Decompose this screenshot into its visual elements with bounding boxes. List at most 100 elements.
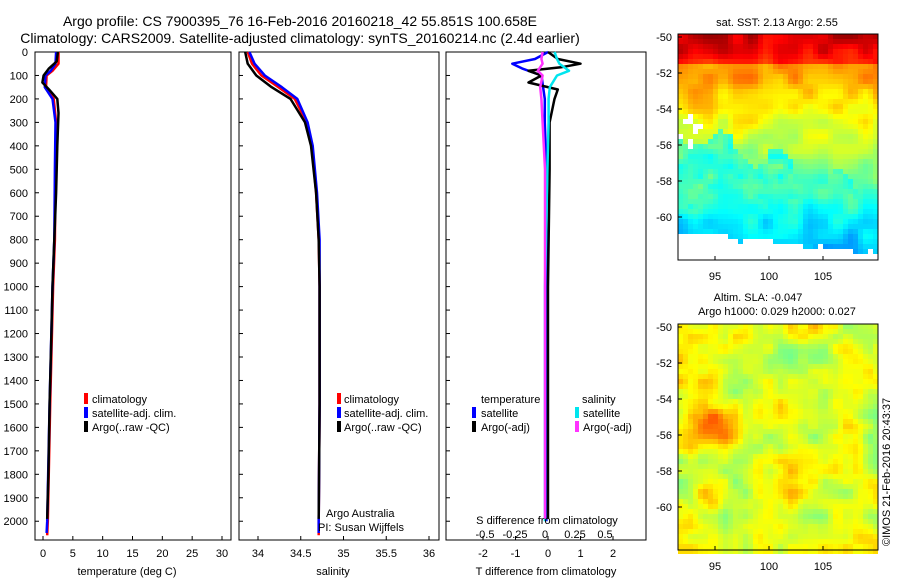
sst-cell — [823, 134, 828, 139]
sla-cell — [868, 469, 873, 474]
sla-cell — [828, 444, 833, 449]
sst-cell — [753, 64, 758, 69]
sla-cell — [743, 344, 748, 349]
sst-cell — [763, 129, 768, 134]
sst-cell — [863, 134, 868, 139]
sst-cell — [693, 54, 698, 59]
sla-cell — [813, 414, 818, 419]
sla-cell — [698, 534, 703, 539]
sla-cell — [683, 544, 688, 549]
sla-cell — [803, 419, 808, 424]
sst-cell — [708, 179, 713, 184]
sla-cell — [703, 459, 708, 464]
difference-series — [511, 50, 582, 522]
sst-cell — [838, 159, 843, 164]
sst-cell — [698, 99, 703, 104]
sla-cell — [753, 369, 758, 374]
sla-cell — [843, 339, 848, 344]
sst-cell — [833, 149, 838, 154]
sla-cell — [763, 544, 768, 549]
sla-cell — [833, 404, 838, 409]
sla-cell — [823, 424, 828, 429]
sst-cell — [748, 224, 753, 229]
sst-cell — [713, 69, 718, 74]
sst-cell — [798, 159, 803, 164]
sst-cell — [793, 169, 798, 174]
sla-cell — [733, 354, 738, 359]
legend-sal-argo: Argo(-adj) — [583, 422, 632, 434]
sla-cell — [693, 409, 698, 414]
sst-cell — [788, 84, 793, 89]
sst-cell — [698, 39, 703, 44]
sla-cell — [723, 479, 728, 484]
sla-cell — [718, 539, 723, 544]
sst-cell — [863, 99, 868, 104]
sla-cell — [713, 339, 718, 344]
x-tick-label: 0 — [545, 548, 551, 560]
sst-cell — [843, 159, 848, 164]
sst-cell — [833, 209, 838, 214]
sst-cell — [763, 189, 768, 194]
sst-cell — [798, 49, 803, 54]
sst-cell — [703, 139, 708, 144]
sst-cell — [708, 214, 713, 219]
sst-cell — [868, 244, 873, 249]
sst-cell — [708, 134, 713, 139]
sst-cell — [853, 184, 858, 189]
sst-cell — [858, 119, 863, 124]
sla-cell — [798, 519, 803, 524]
sst-cell — [793, 219, 798, 224]
sla-cell — [708, 404, 713, 409]
sla-cell — [743, 434, 748, 439]
sst-cell — [868, 114, 873, 119]
sla-cell — [868, 449, 873, 454]
sst-cell — [703, 189, 708, 194]
sla-cell — [808, 504, 813, 509]
sla-cell — [853, 479, 858, 484]
sst-cell — [718, 59, 723, 64]
sst-cell — [703, 99, 708, 104]
sst-cell — [833, 84, 838, 89]
sst-cell — [738, 139, 743, 144]
sla-cell — [743, 329, 748, 334]
sst-cell — [703, 79, 708, 84]
sst-cell — [788, 214, 793, 219]
sst-cell — [873, 184, 878, 189]
sst-cell — [833, 134, 838, 139]
sla-cell — [873, 499, 878, 504]
sla-cell — [708, 379, 713, 384]
sst-cell — [748, 134, 753, 139]
sst-cell — [808, 89, 813, 94]
sst-cell — [738, 154, 743, 159]
sst-cell — [708, 34, 713, 39]
sla-cell — [808, 454, 813, 459]
sla-cell — [698, 499, 703, 504]
sla-cell — [788, 369, 793, 374]
sla-cell — [733, 389, 738, 394]
sst-cell — [778, 124, 783, 129]
sla-cell — [863, 399, 868, 404]
sla-cell — [728, 339, 733, 344]
sst-cell — [718, 84, 723, 89]
sla-cell — [803, 349, 808, 354]
sla-cell — [753, 529, 758, 534]
sla-cell — [718, 509, 723, 514]
sla-cell — [733, 519, 738, 524]
sla-cell — [843, 499, 848, 504]
sst-cell — [818, 104, 823, 109]
sla-cell — [713, 504, 718, 509]
x-tick-label: -1 — [511, 548, 521, 560]
sla-cell — [763, 444, 768, 449]
sla-cell — [783, 529, 788, 534]
sst-cell — [723, 229, 728, 234]
sst-cell — [773, 84, 778, 89]
sla-cell — [818, 349, 823, 354]
sst-cell — [708, 169, 713, 174]
sla-cell — [863, 509, 868, 514]
sst-cell — [778, 49, 783, 54]
sla-cell — [738, 524, 743, 529]
sst-cell — [713, 49, 718, 54]
sla-cell — [693, 419, 698, 424]
sst-cell — [773, 104, 778, 109]
